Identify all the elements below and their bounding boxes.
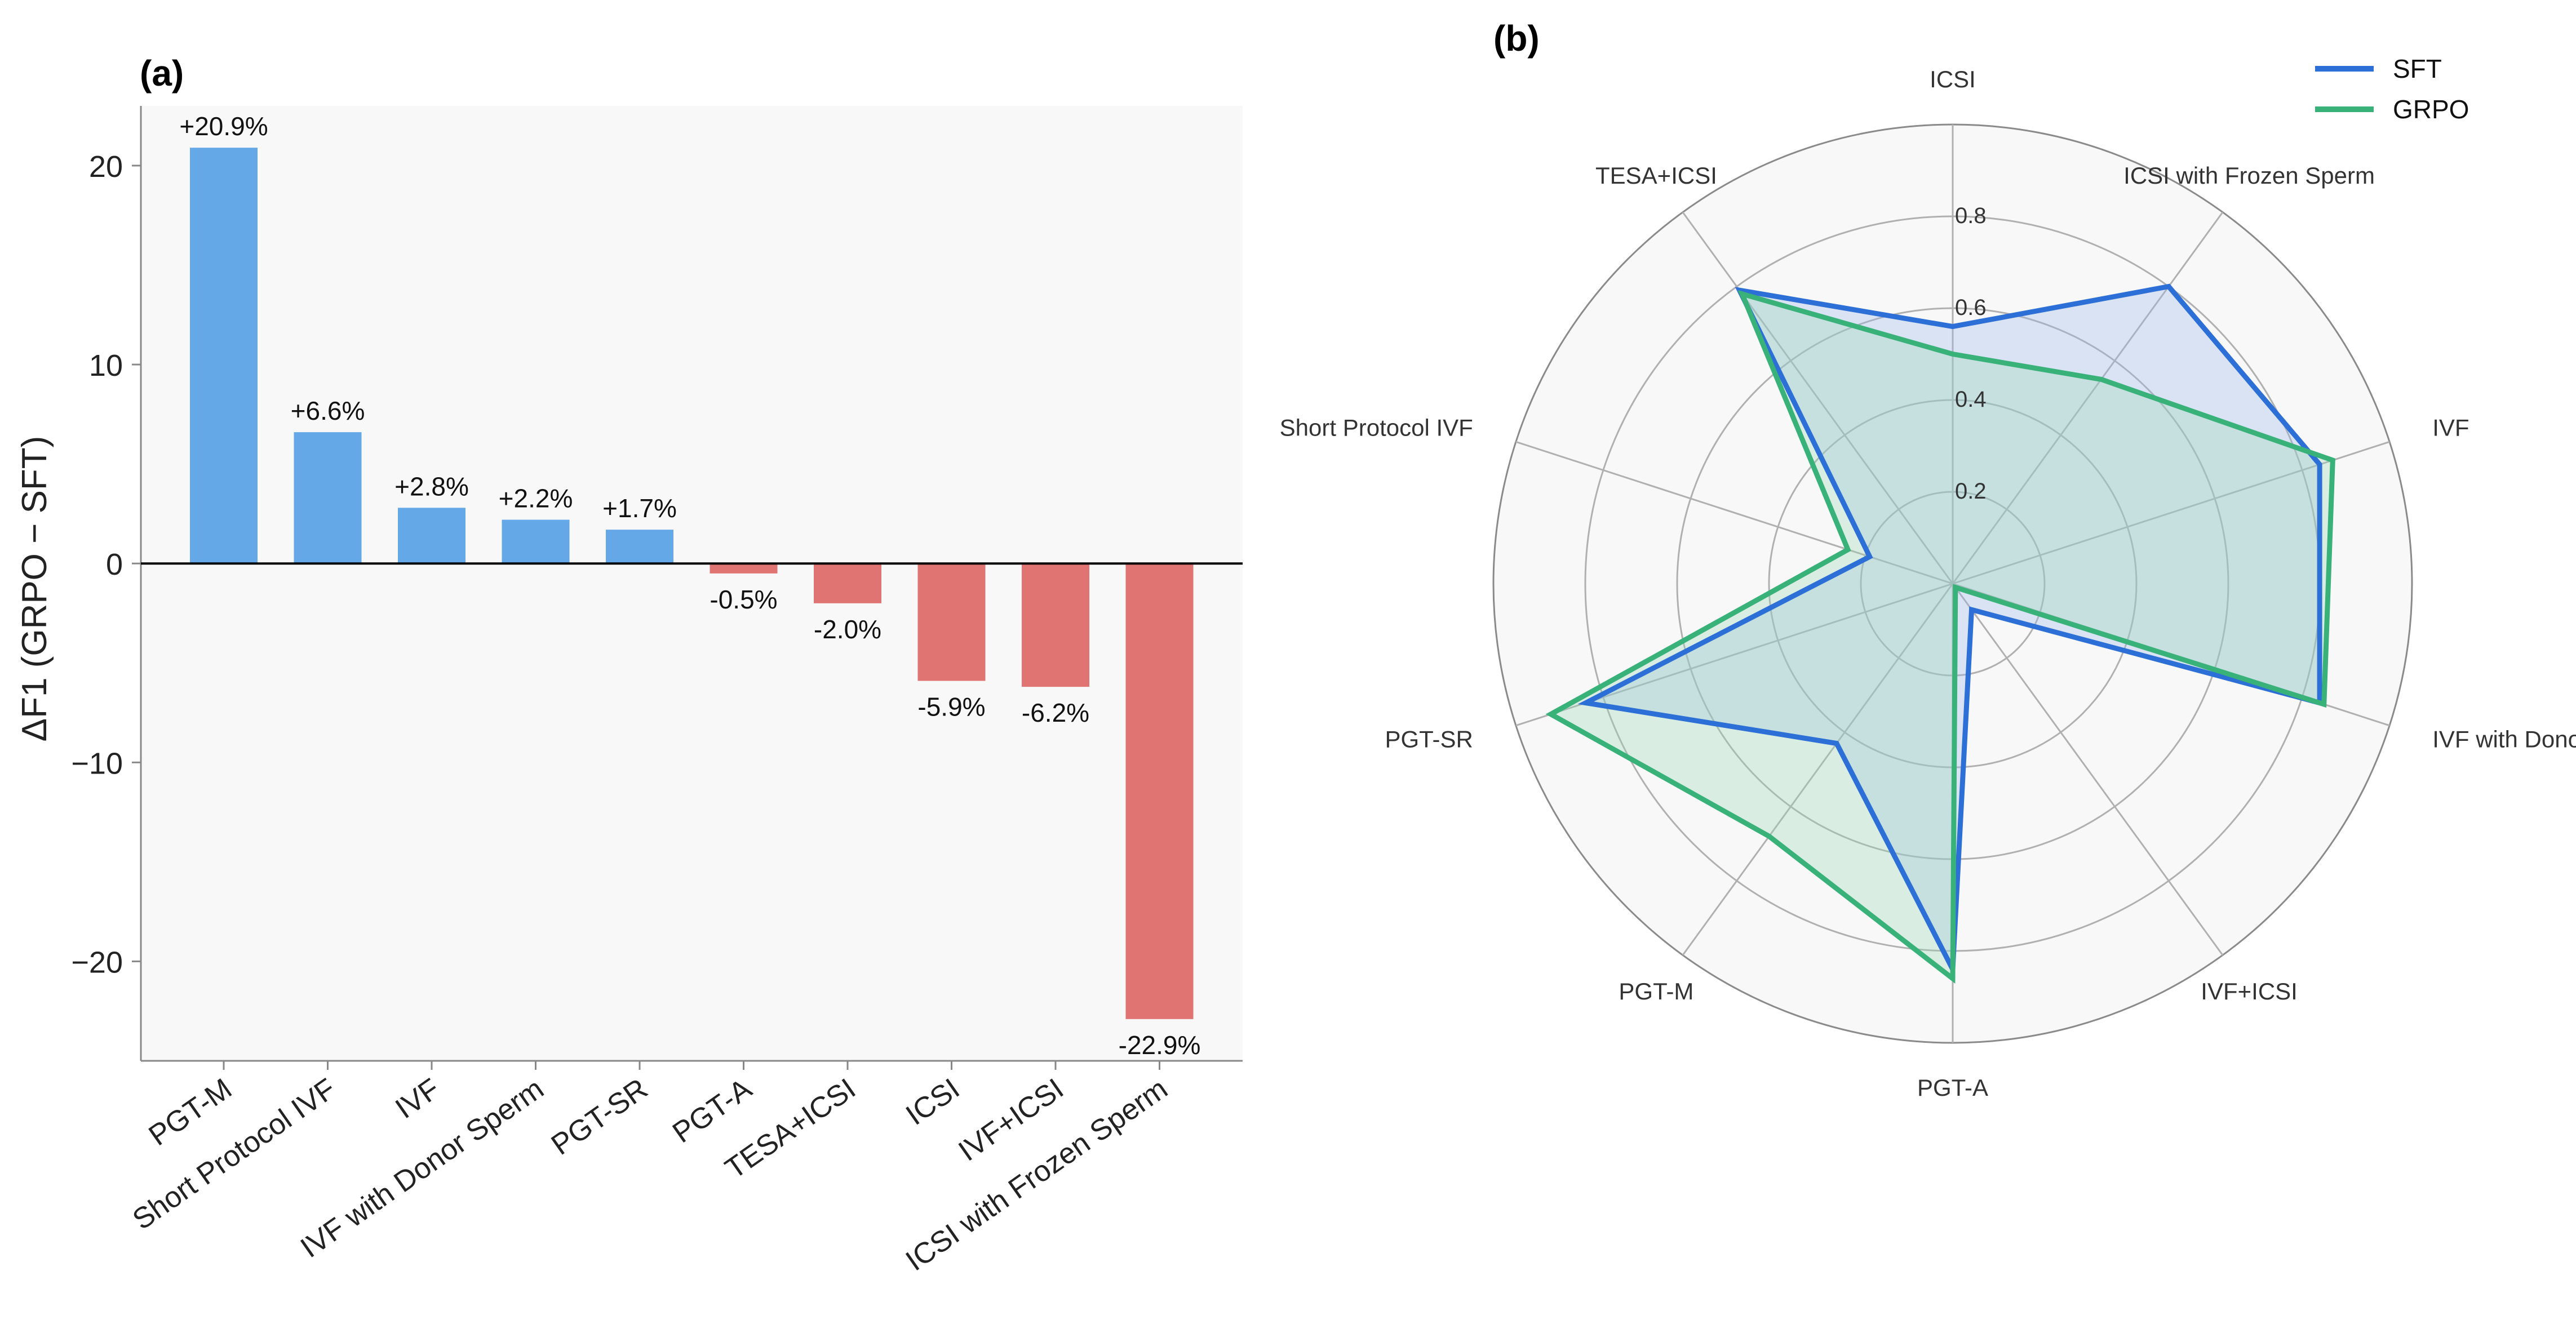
y-tick-label: 10 <box>89 349 123 383</box>
y-tick-label: 20 <box>89 150 123 184</box>
radar-r-ticks: 0.2 0.4 0.6 0.8 <box>1955 203 1987 504</box>
bar <box>294 432 362 564</box>
data-label: -0.5% <box>710 585 777 614</box>
legend-label: SFT <box>2393 54 2442 83</box>
radar-axis-label: IVF with Donor Sperm <box>2432 726 2576 753</box>
bar <box>502 519 570 564</box>
plot-a-bars: +20.9% +6.6% +2.8% +2.2% +1.7% -0.5% -2.0% -5.9… <box>179 112 1200 1060</box>
bar <box>606 530 673 564</box>
radar-axis-label: ICSI with Frozen Sperm <box>2123 162 2375 189</box>
x-tick-label: PGT-M <box>143 1072 238 1152</box>
panel-b-label: (b) <box>1493 18 1540 59</box>
series-fill-grpo <box>1550 294 2333 979</box>
bar <box>190 148 258 564</box>
radar-axis-labels: ICSI ICSI with Frozen Sperm IVF IVF with Do… <box>1280 66 2576 1101</box>
data-label: +1.7% <box>602 494 677 523</box>
y-axis-label: ΔF1 (GRPO − SFT) <box>15 436 54 742</box>
bar <box>1125 563 1194 1019</box>
radar-r-tick-label: 0.8 <box>1955 203 1987 228</box>
panel-a-bar-chart: (a) 20 10 0 −10 −20 +20.9% +6.6% +2.8% +2.2% +1.… <box>15 53 1243 1277</box>
legend: SFT GRPO <box>2315 54 2469 124</box>
radar-axis-label: PGT-M <box>1619 978 1693 1005</box>
radar-spoke <box>1682 211 1954 584</box>
plot-a-y-ticks: 20 10 0 −10 −20 <box>71 150 141 979</box>
radar-axis-label: IVF+ICSI <box>2201 978 2298 1005</box>
radar-axis-label: IVF <box>2432 414 2469 441</box>
radar-axis-label: Short Protocol IVF <box>1280 414 1473 441</box>
x-tick-label: ICSI <box>900 1072 965 1132</box>
data-label: -2.0% <box>814 615 881 644</box>
radar-spoke <box>1952 583 2224 956</box>
panel-a-label: (a) <box>140 53 184 94</box>
radar-r-tick-label: 0.6 <box>1955 295 1987 320</box>
panel-b-radar-chart: (b) ICSI ICSI with Frozen Sperm IVF IVF wit… <box>1280 18 2576 1101</box>
x-tick-label: PGT-SR <box>546 1072 654 1162</box>
radar-r-tick-label: 0.4 <box>1955 387 1987 412</box>
bar <box>710 563 778 574</box>
bar <box>917 563 986 681</box>
series-line-grpo <box>1545 290 2335 984</box>
radar-axis-label: TESA+ICSI <box>1595 162 1717 189</box>
bar <box>814 563 881 603</box>
radar-axis-label: PGT-SR <box>1385 726 1473 753</box>
data-label: -22.9% <box>1119 1030 1201 1060</box>
radar-axis-label: ICSI <box>1930 66 1976 92</box>
data-label: -6.2% <box>1022 698 1089 727</box>
data-label: +2.8% <box>394 472 469 501</box>
radar-spoke <box>1682 583 1954 956</box>
data-label: -5.9% <box>917 692 985 722</box>
x-tick-label: IVF <box>389 1072 446 1125</box>
radar-spoke <box>1952 441 2390 585</box>
radar-spoke <box>1515 441 1953 585</box>
y-tick-label: 0 <box>106 548 123 581</box>
data-label: +2.2% <box>499 484 573 513</box>
x-tick-label: PGT-A <box>667 1072 757 1149</box>
data-label: +20.9% <box>179 112 268 141</box>
bar <box>398 508 465 564</box>
y-tick-label: −20 <box>71 945 123 979</box>
radar-spoke <box>1952 211 2224 584</box>
data-label: +6.6% <box>291 396 365 425</box>
y-tick-label: −10 <box>71 746 123 780</box>
legend-label: GRPO <box>2393 95 2469 124</box>
radar-r-tick-label: 0.2 <box>1955 479 1987 504</box>
bar <box>1022 563 1089 687</box>
radar-series <box>1545 283 2335 984</box>
radar-axis-label: PGT-A <box>1917 1074 1988 1101</box>
